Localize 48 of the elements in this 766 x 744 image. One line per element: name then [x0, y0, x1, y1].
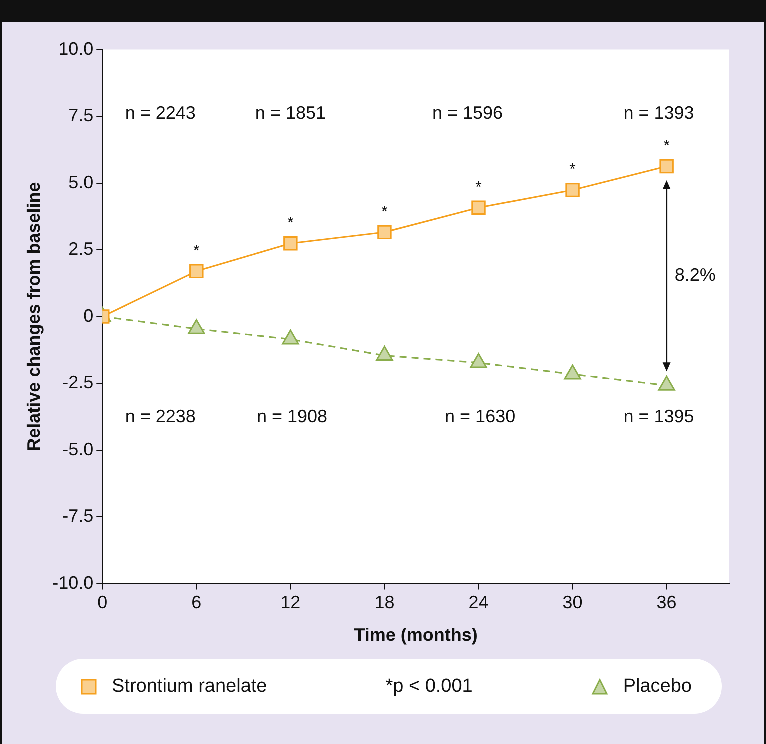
x-axis-title: Time (months) [354, 625, 478, 646]
legend-label: Placebo [623, 676, 692, 698]
point [472, 200, 486, 215]
point [378, 225, 392, 240]
x-tick-label: 12 [280, 592, 301, 613]
x-tick-label: 30 [562, 592, 583, 613]
annotation: n = 2243 [125, 102, 196, 123]
y-tick-label: 10.0 [58, 38, 94, 59]
y-tick-label: 5.0 [68, 172, 94, 192]
x-tick-label: 36 [656, 592, 677, 613]
point [566, 183, 580, 198]
point [660, 159, 674, 174]
point [658, 376, 676, 391]
y-tick-label: -2.5 [62, 372, 94, 393]
point [282, 330, 300, 345]
annotation: 8.2% [674, 265, 716, 286]
annotation: * [288, 215, 294, 232]
annotation: * [194, 242, 200, 260]
point [564, 364, 582, 380]
text: *p < 0.001 [386, 676, 473, 698]
annotation: n = 1395 [624, 406, 694, 427]
legend-label: Strontium ranelate [112, 676, 268, 698]
point [188, 319, 206, 334]
annotation: n = 2238 [125, 406, 196, 427]
annotation: n = 1851 [255, 102, 326, 123]
annotation: * [382, 204, 388, 221]
y-tick-label: -5.0 [62, 439, 94, 460]
y-tick-label: 2.5 [68, 239, 94, 260]
annotation: n = 1393 [624, 102, 694, 123]
point [376, 346, 394, 362]
y-tick-label: 0 [84, 306, 94, 326]
x-tick-label: 18 [374, 592, 395, 613]
annotation: * [570, 162, 576, 179]
y-tick-label: -10.0 [52, 572, 94, 593]
annotation: n = 1596 [432, 102, 504, 123]
annotation: n = 1908 [256, 406, 328, 427]
point [284, 236, 298, 251]
annotation: n = 1630 [445, 406, 516, 427]
y-tick-label: 7.5 [68, 106, 94, 126]
point [190, 264, 204, 279]
point [470, 353, 488, 368]
y-tick-label: -7.5 [62, 506, 94, 526]
annotation: * [664, 138, 670, 155]
x-tick-label: 0 [98, 592, 108, 613]
x-tick-label: 24 [468, 592, 489, 613]
x-tick-label: 6 [192, 592, 202, 613]
annotation: * [476, 179, 482, 196]
y-axis-title: Relative changes from baseline [24, 182, 44, 452]
